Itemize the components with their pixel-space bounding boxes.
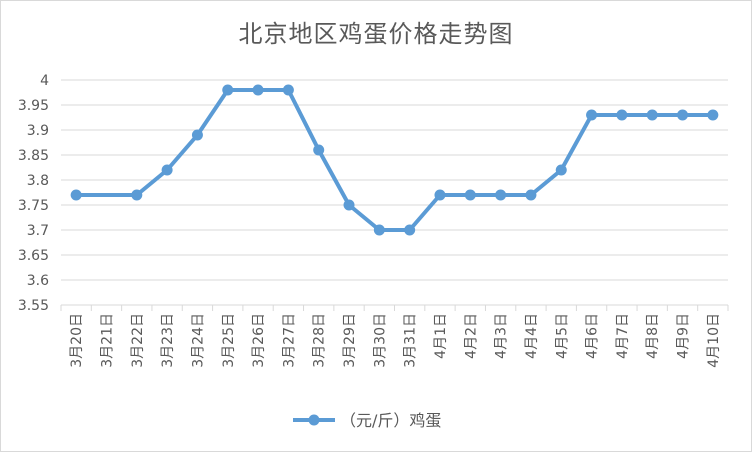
gridlines xyxy=(60,79,729,311)
y-tick-label: 3.6 xyxy=(27,273,49,289)
data-point xyxy=(586,109,598,121)
x-tick-label: 4月4日 xyxy=(524,313,540,359)
data-point xyxy=(373,224,385,236)
y-tick-label: 3.9 xyxy=(27,123,49,139)
data-point xyxy=(525,189,537,201)
data-point xyxy=(707,109,719,121)
data-point xyxy=(282,84,294,96)
series-layer xyxy=(70,84,719,236)
y-tick-label: 3.75 xyxy=(18,198,49,214)
y-tick-label: 3.85 xyxy=(18,148,49,164)
data-point xyxy=(616,109,628,121)
data-point xyxy=(252,84,264,96)
x-tick-label: 3月26日 xyxy=(251,313,267,368)
x-tick-label: 4月9日 xyxy=(676,313,692,359)
data-point xyxy=(222,84,234,96)
data-point xyxy=(131,189,143,201)
x-tick-label: 3月28日 xyxy=(312,313,328,368)
data-point xyxy=(464,189,476,201)
y-tick-label: 3.55 xyxy=(18,298,49,314)
y-tick-label: 3.7 xyxy=(27,223,49,239)
data-point xyxy=(191,129,203,141)
data-point xyxy=(434,189,446,201)
x-tick-label: 4月8日 xyxy=(645,313,661,359)
x-tick-label: 4月6日 xyxy=(585,313,601,359)
x-tick-label: 4月10日 xyxy=(706,313,722,368)
y-axis-tick-labels: 3.55 3.6 3.65 3.7 3.75 3.8 3.85 3.9 3.95 4 xyxy=(18,73,49,314)
y-tick-label: 3.95 xyxy=(18,98,49,114)
x-tick-label: 4月2日 xyxy=(463,313,479,359)
y-tick-label: 3.8 xyxy=(27,173,49,189)
x-tick-label: 4月7日 xyxy=(615,313,631,359)
x-tick-label: 4月1日 xyxy=(433,313,449,359)
data-point xyxy=(343,199,355,211)
data-point xyxy=(313,144,325,156)
x-tick-label: 3月31日 xyxy=(403,313,419,368)
data-point xyxy=(495,189,507,201)
x-tick-label: 3月21日 xyxy=(99,313,115,368)
x-tick-label: 3月25日 xyxy=(221,313,237,368)
data-point xyxy=(70,189,82,201)
data-point xyxy=(677,109,689,121)
y-tick-label: 4 xyxy=(40,73,49,89)
y-tick-label: 3.65 xyxy=(18,248,49,264)
data-point xyxy=(555,164,567,176)
x-tick-label: 3月20日 xyxy=(69,313,85,368)
data-point xyxy=(646,109,658,121)
chart-title: 北京地区鸡蛋价格走势图 xyxy=(238,20,514,48)
x-tick-label: 3月22日 xyxy=(130,313,146,368)
x-tick-label: 3月23日 xyxy=(160,313,176,368)
x-tick-label: 3月29日 xyxy=(342,313,358,368)
legend: （元/斤）鸡蛋 xyxy=(293,411,441,430)
series-line xyxy=(76,88,713,232)
data-point xyxy=(404,224,416,236)
x-tick-label: 3月27日 xyxy=(281,313,297,368)
x-axis-tick-labels: 3月20日 3月21日 3月22日 3月23日 3月24日 3月25日 3月26日 3月27日… xyxy=(69,313,722,368)
legend-label: （元/斤）鸡蛋 xyxy=(340,411,441,430)
x-tick-label: 3月30日 xyxy=(372,313,388,368)
data-point xyxy=(161,164,173,176)
x-tick-label: 4月5日 xyxy=(554,313,570,359)
x-tick-label: 4月3日 xyxy=(494,313,510,359)
legend-marker xyxy=(308,414,320,426)
x-tick-label: 3月24日 xyxy=(190,313,206,368)
